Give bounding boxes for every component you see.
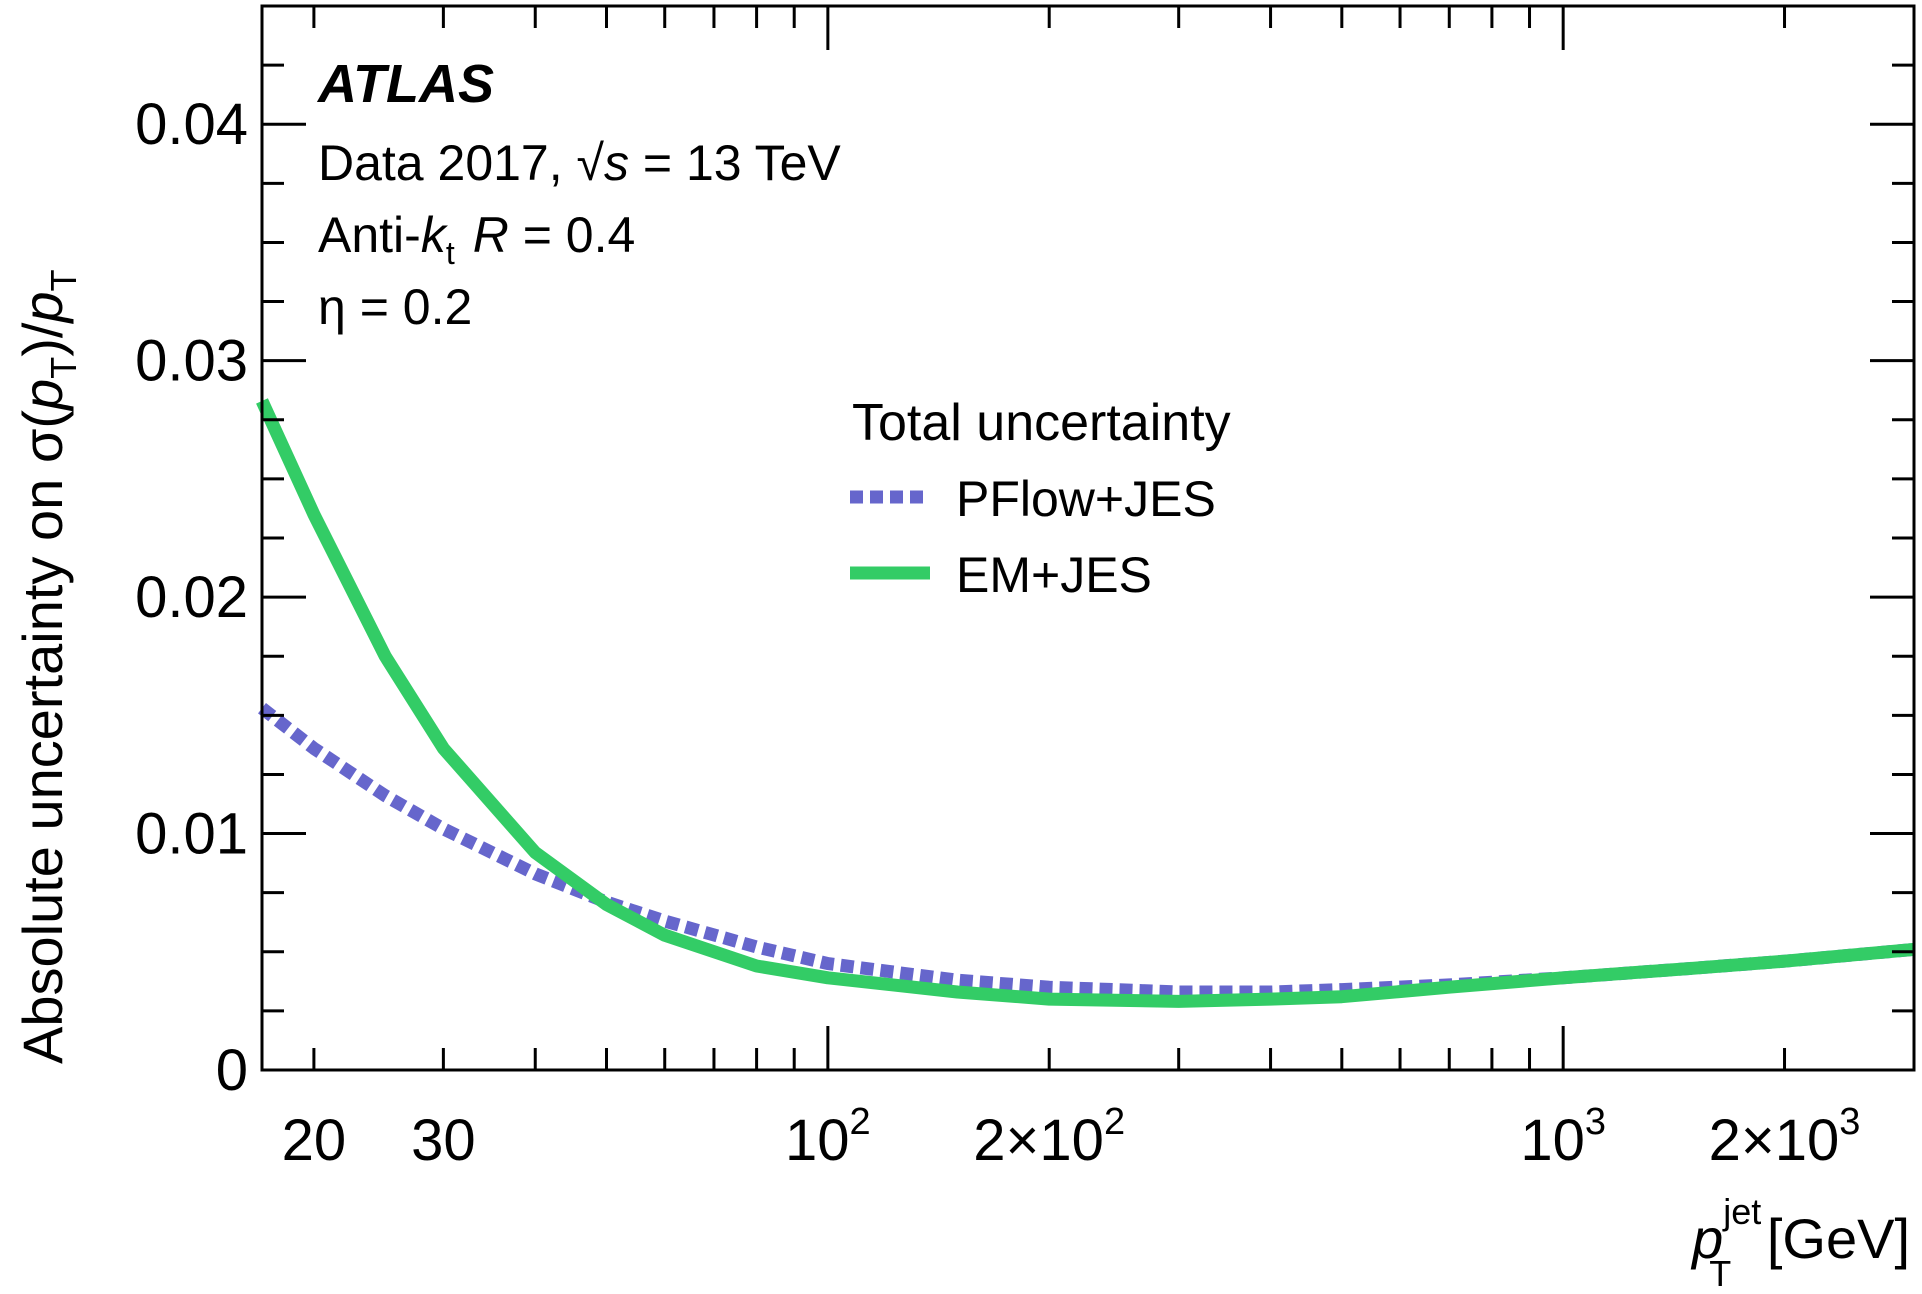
legend-title: Total uncertainty	[852, 394, 1231, 452]
x-tick-label: 2×102	[973, 1101, 1125, 1173]
x-tick-label: 103	[1520, 1101, 1606, 1173]
info-line-algorithm: Anti-kt R = 0.4	[318, 207, 635, 271]
legend-label-em: EM+JES	[956, 547, 1152, 603]
x-tick-label: 20	[282, 1108, 347, 1173]
x-tick-label: 102	[785, 1101, 871, 1173]
y-tick-label: 0.04	[135, 92, 248, 157]
series-line-pflow-jes	[258, 703, 1915, 999]
series-layer	[256, 398, 1915, 1008]
x-tick-label: 2×103	[1709, 1101, 1861, 1173]
y-tick-label: 0.02	[135, 565, 248, 630]
y-tick-label: 0.01	[135, 802, 248, 867]
x-axis-title: pjet T [GeV]	[1690, 1191, 1910, 1294]
ticks-layer	[262, 4, 1916, 1072]
info-line-data: Data 2017, √s = 13 TeV	[318, 135, 841, 191]
y-tick-label: 0.03	[135, 329, 248, 394]
y-axis-title: Absolute uncertainty on σ(pT)/pT	[11, 269, 84, 1064]
legend-label-pflow: PFlow+JES	[956, 471, 1216, 527]
atlas-label: ATLAS	[316, 54, 494, 114]
series-line-em-jes	[256, 398, 1915, 1008]
y-tick-label: 0	[216, 1038, 248, 1103]
labels-layer: 0 0.01 0.02 0.03 0.04 20 30 102 2×102 103 2×103	[135, 92, 1860, 1173]
info-line-eta: η = 0.2	[318, 279, 472, 335]
x-tick-label: 30	[411, 1108, 476, 1173]
